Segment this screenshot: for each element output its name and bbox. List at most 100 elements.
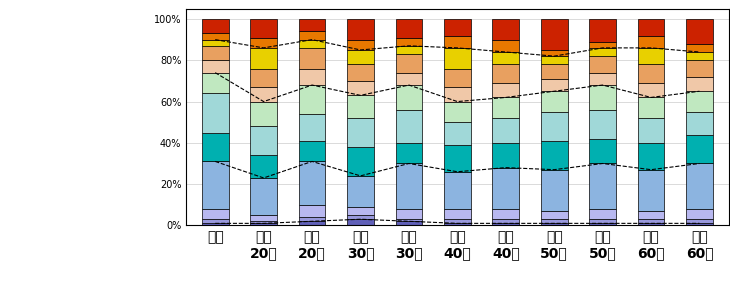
Bar bbox=[250, 19, 277, 38]
Bar bbox=[589, 219, 616, 223]
Bar bbox=[202, 209, 228, 219]
Bar bbox=[686, 112, 712, 135]
Bar bbox=[202, 60, 228, 73]
Bar bbox=[347, 81, 374, 95]
Bar bbox=[686, 209, 712, 219]
Bar bbox=[541, 219, 567, 223]
Bar bbox=[347, 50, 374, 64]
Bar bbox=[638, 64, 664, 83]
Bar bbox=[202, 19, 228, 34]
Bar bbox=[686, 91, 712, 112]
Bar bbox=[686, 219, 712, 223]
Bar bbox=[250, 155, 277, 178]
Bar bbox=[686, 164, 712, 209]
Bar bbox=[493, 97, 519, 118]
Bar bbox=[638, 48, 664, 64]
Bar bbox=[347, 147, 374, 176]
Bar bbox=[638, 170, 664, 211]
Bar bbox=[444, 209, 471, 219]
Bar bbox=[541, 170, 567, 211]
Bar bbox=[589, 139, 616, 164]
Bar bbox=[638, 97, 664, 118]
Bar bbox=[347, 207, 374, 215]
Bar bbox=[347, 219, 374, 225]
Bar bbox=[299, 68, 326, 85]
Bar bbox=[493, 223, 519, 225]
Bar bbox=[396, 46, 422, 54]
Bar bbox=[396, 73, 422, 85]
Bar bbox=[589, 73, 616, 85]
Bar bbox=[493, 83, 519, 97]
Bar bbox=[541, 56, 567, 64]
Bar bbox=[493, 64, 519, 83]
Bar bbox=[347, 176, 374, 207]
Bar bbox=[299, 162, 326, 205]
Bar bbox=[589, 56, 616, 73]
Bar bbox=[493, 219, 519, 223]
Bar bbox=[589, 164, 616, 209]
Bar bbox=[493, 19, 519, 40]
Bar bbox=[250, 223, 277, 225]
Bar bbox=[444, 172, 471, 209]
Bar bbox=[444, 219, 471, 223]
Bar bbox=[347, 40, 374, 50]
Bar bbox=[686, 135, 712, 164]
Bar bbox=[444, 68, 471, 87]
Bar bbox=[444, 223, 471, 225]
Bar bbox=[299, 32, 326, 40]
Bar bbox=[493, 52, 519, 64]
Bar bbox=[396, 110, 422, 143]
Bar bbox=[589, 85, 616, 110]
Bar bbox=[638, 143, 664, 170]
Bar bbox=[202, 40, 228, 46]
Bar bbox=[202, 73, 228, 93]
Bar bbox=[589, 110, 616, 139]
Bar bbox=[347, 64, 374, 81]
Bar bbox=[347, 19, 374, 40]
Bar bbox=[299, 85, 326, 114]
Bar bbox=[493, 209, 519, 219]
Bar bbox=[493, 118, 519, 143]
Bar bbox=[396, 19, 422, 38]
Bar bbox=[299, 40, 326, 48]
Bar bbox=[541, 91, 567, 112]
Bar bbox=[638, 223, 664, 225]
Bar bbox=[541, 211, 567, 219]
Bar bbox=[347, 215, 374, 219]
Bar bbox=[299, 19, 326, 32]
Bar bbox=[589, 42, 616, 48]
Bar bbox=[202, 223, 228, 225]
Bar bbox=[444, 101, 471, 122]
Bar bbox=[589, 223, 616, 225]
Bar bbox=[444, 87, 471, 101]
Bar bbox=[396, 164, 422, 209]
Bar bbox=[686, 77, 712, 91]
Bar bbox=[202, 219, 228, 223]
Bar bbox=[589, 48, 616, 56]
Bar bbox=[396, 219, 422, 221]
Bar bbox=[299, 221, 326, 225]
Bar bbox=[493, 40, 519, 52]
Bar bbox=[299, 48, 326, 68]
Bar bbox=[686, 19, 712, 44]
Bar bbox=[299, 141, 326, 162]
Bar bbox=[589, 209, 616, 219]
Bar bbox=[250, 221, 277, 223]
Bar bbox=[250, 38, 277, 48]
Bar bbox=[396, 38, 422, 46]
Bar bbox=[638, 83, 664, 97]
Bar bbox=[638, 211, 664, 219]
Bar bbox=[250, 68, 277, 87]
Bar bbox=[638, 19, 664, 36]
Bar bbox=[202, 133, 228, 162]
Bar bbox=[541, 64, 567, 79]
Bar bbox=[444, 36, 471, 48]
Bar bbox=[202, 162, 228, 209]
Bar bbox=[347, 118, 374, 147]
Bar bbox=[638, 36, 664, 48]
Bar bbox=[541, 79, 567, 91]
Bar bbox=[299, 205, 326, 217]
Bar bbox=[396, 221, 422, 225]
Bar bbox=[589, 19, 616, 42]
Bar bbox=[686, 223, 712, 225]
